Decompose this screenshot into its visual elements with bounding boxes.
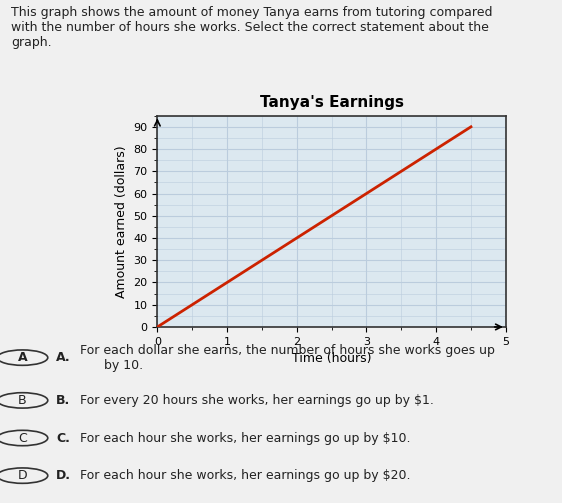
- Text: This graph shows the amount of money Tanya earns from tutoring compared
with the: This graph shows the amount of money Tan…: [11, 6, 493, 48]
- Text: For each hour she works, her earnings go up by $20.: For each hour she works, her earnings go…: [76, 469, 410, 482]
- Text: B.: B.: [56, 394, 70, 407]
- Y-axis label: Amount earned (dollars): Amount earned (dollars): [115, 145, 128, 298]
- Text: D: D: [17, 469, 28, 482]
- Text: C: C: [18, 432, 27, 445]
- Text: For every 20 hours she works, her earnings go up by $1.: For every 20 hours she works, her earnin…: [76, 394, 434, 407]
- Title: Tanya's Earnings: Tanya's Earnings: [260, 96, 404, 110]
- X-axis label: Time (hours): Time (hours): [292, 352, 371, 365]
- Text: D.: D.: [56, 469, 71, 482]
- Text: For each dollar she earns, the number of hours she works goes up
       by 10.: For each dollar she earns, the number of…: [76, 344, 495, 372]
- Text: A.: A.: [56, 351, 71, 364]
- Text: C.: C.: [56, 432, 70, 445]
- Text: B: B: [18, 394, 27, 407]
- Text: For each hour she works, her earnings go up by $10.: For each hour she works, her earnings go…: [76, 432, 410, 445]
- Text: A: A: [17, 351, 28, 364]
